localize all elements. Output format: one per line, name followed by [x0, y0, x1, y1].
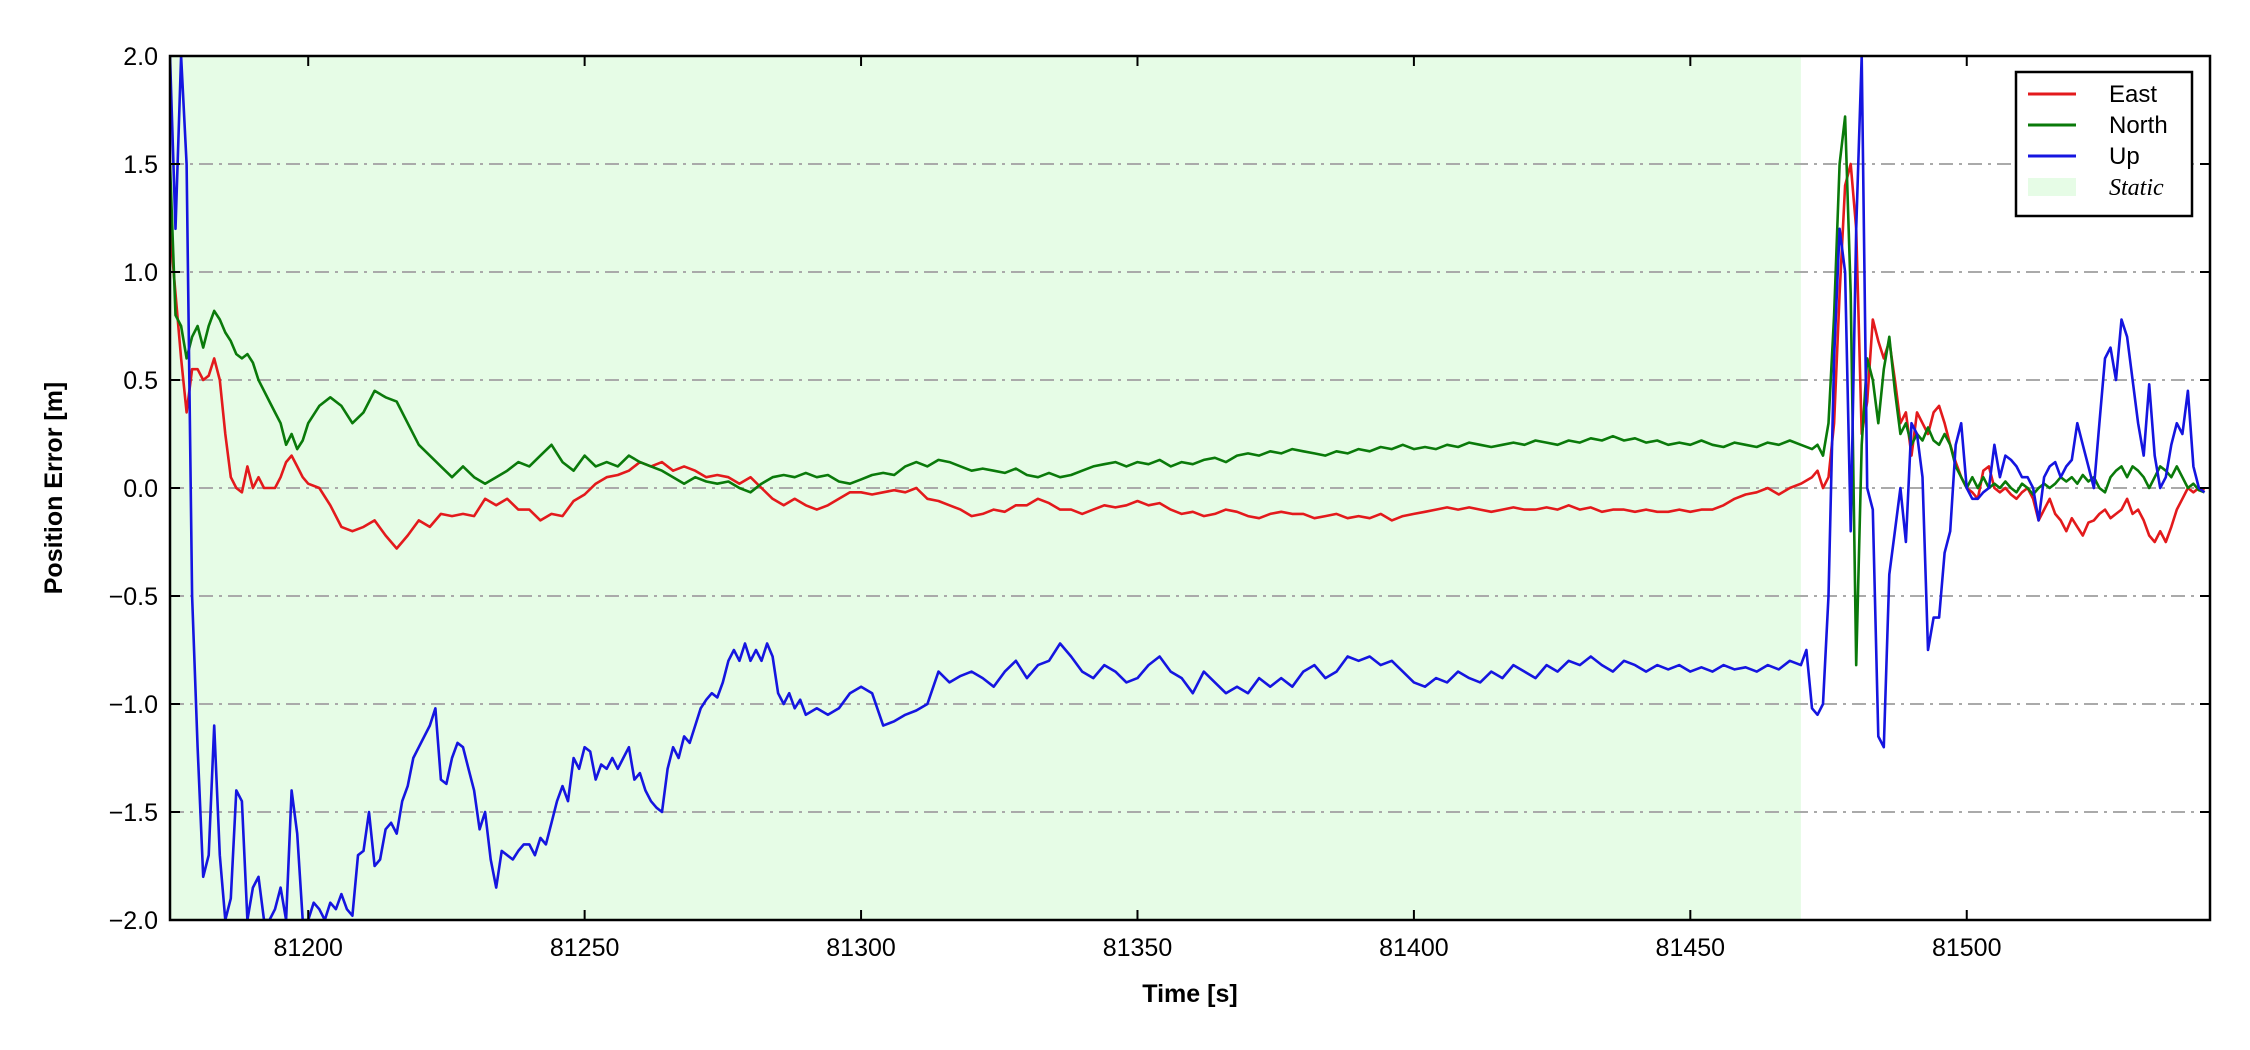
legend-label-static: Static	[2109, 175, 2164, 201]
y-tick-label: 2.0	[123, 43, 158, 71]
y-tick-label: 1.5	[123, 151, 158, 179]
legend: East North Up Static	[2014, 70, 2194, 218]
y-tick-label: 1.0	[123, 259, 158, 287]
legend-label-east: East	[2109, 81, 2157, 108]
x-tick-label: 81250	[550, 934, 620, 962]
x-tick-label: 81350	[1103, 934, 1173, 962]
y-tick-label: 0.0	[123, 475, 158, 503]
x-tick-label: 81450	[1656, 934, 1726, 962]
x-tick-label: 81400	[1379, 934, 1449, 962]
legend-swatch-static	[2028, 178, 2076, 196]
y-tick-label: 0.5	[123, 367, 158, 395]
series-line-north	[170, 115, 2205, 667]
y-tick-label: −0.5	[109, 583, 158, 611]
x-tick-label: 81300	[826, 934, 896, 962]
series-layer	[170, 56, 2206, 920]
y-tick-label: −1.5	[109, 799, 158, 827]
y-axis-label: Position Error [m]	[40, 382, 68, 595]
legend-label-up: Up	[2109, 143, 2140, 170]
grid-layer	[170, 163, 2210, 813]
x-axis-label: Time [s]	[1142, 980, 1237, 1008]
legend-label-north: North	[2109, 112, 2168, 139]
x-tick-label: 81500	[1932, 934, 2002, 962]
series-line-up	[170, 56, 2206, 920]
y-tick-label: −1.0	[109, 691, 158, 719]
ticks-layer: 81200 81250 81300 81350 81400 81450 81500 −2.0 −…	[109, 43, 2210, 962]
y-tick-label: −2.0	[109, 907, 158, 935]
x-tick-label: 81200	[273, 934, 343, 962]
